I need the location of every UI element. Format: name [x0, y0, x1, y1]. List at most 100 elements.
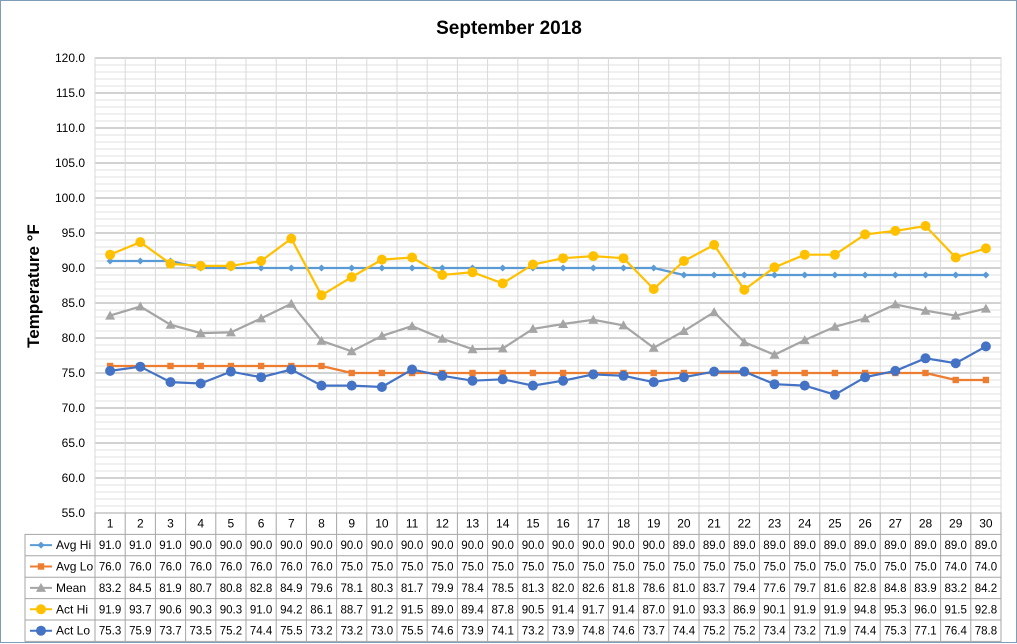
data-label: 90.0 — [612, 540, 634, 552]
data-label: 90.3 — [220, 604, 242, 616]
y-tick-label: 105.0 — [55, 156, 85, 170]
data-label: 90.0 — [341, 540, 363, 552]
data-point — [437, 333, 448, 343]
data-point — [316, 380, 327, 391]
data-point — [318, 264, 325, 272]
data-label: 91.0 — [250, 604, 272, 616]
data-point — [135, 301, 146, 311]
data-point — [437, 270, 448, 280]
data-label: 74.0 — [945, 562, 967, 574]
data-label: 75.0 — [794, 562, 816, 574]
data-label: 84.2 — [975, 583, 997, 595]
x-category-label: 15 — [526, 517, 540, 531]
data-label: 90.0 — [220, 540, 242, 552]
data-point — [348, 369, 355, 377]
data-label: 91.9 — [99, 604, 121, 616]
data-label: 75.0 — [522, 562, 544, 574]
data-label: 90.0 — [190, 540, 212, 552]
data-label: 90.6 — [159, 604, 181, 616]
data-point — [678, 372, 689, 383]
x-category-label: 3 — [167, 517, 174, 531]
data-label: 82.6 — [582, 583, 604, 595]
series-line — [109, 302, 987, 357]
data-point — [316, 290, 327, 301]
data-point — [860, 229, 871, 240]
data-point — [408, 264, 416, 272]
data-label: 90.0 — [401, 540, 423, 552]
data-label: 76.0 — [220, 562, 242, 574]
data-label: 92.8 — [975, 604, 997, 616]
data-label: 90.3 — [190, 604, 212, 616]
data-point — [559, 264, 567, 272]
legend-series-name: Avg Hi — [56, 538, 91, 552]
data-label: 94.2 — [280, 604, 302, 616]
data-label: 75.0 — [914, 562, 936, 574]
data-label: 93.7 — [129, 604, 151, 616]
data-label: 91.0 — [99, 540, 121, 552]
data-label: 73.9 — [461, 626, 483, 638]
data-point — [589, 264, 597, 272]
data-label: 73.7 — [643, 626, 665, 638]
data-label: 74.4 — [250, 626, 273, 638]
x-category-label: 9 — [348, 517, 355, 531]
data-label: 78.5 — [492, 583, 514, 595]
data-label: 89.0 — [733, 540, 755, 552]
data-point — [648, 284, 659, 294]
data-point — [225, 260, 236, 271]
data-point — [105, 365, 116, 376]
data-point — [709, 239, 720, 250]
data-point — [527, 380, 538, 391]
data-point — [952, 376, 959, 384]
data-point — [831, 369, 839, 377]
data-label: 76.0 — [190, 562, 212, 574]
data-label: 89.0 — [703, 540, 725, 552]
data-point — [135, 361, 146, 372]
series-lines — [105, 221, 991, 400]
data-point — [346, 346, 357, 356]
data-point — [467, 375, 478, 386]
data-point — [256, 313, 267, 323]
data-point — [527, 323, 538, 333]
data-point — [286, 298, 297, 308]
x-category-label: 11 — [406, 517, 419, 531]
x-category-label: 29 — [949, 517, 963, 531]
x-category-label: 5 — [228, 517, 235, 531]
data-label: 76.0 — [129, 562, 151, 574]
data-label: 91.5 — [945, 604, 967, 616]
series-mean — [105, 298, 991, 359]
data-label: 75.0 — [643, 562, 665, 574]
data-point — [195, 328, 206, 338]
x-category-label: 10 — [375, 517, 389, 531]
data-label: 76.0 — [310, 562, 332, 574]
data-label: 81.9 — [159, 583, 181, 595]
data-label: 89.0 — [431, 604, 453, 616]
data-label: 86.9 — [733, 604, 755, 616]
data-label: 71.9 — [824, 626, 846, 638]
data-label: 75.0 — [552, 562, 574, 574]
data-point — [709, 366, 720, 377]
data-point — [407, 321, 418, 331]
data-point — [618, 370, 629, 381]
data-label: 83.2 — [945, 583, 967, 595]
data-label: 76.4 — [945, 626, 968, 638]
data-label: 91.0 — [673, 604, 695, 616]
data-point — [558, 319, 569, 328]
data-label: 75.9 — [129, 626, 151, 638]
data-point — [407, 252, 418, 263]
data-point — [980, 243, 991, 254]
y-tick-label: 70.0 — [62, 401, 86, 415]
data-label: 75.0 — [824, 562, 846, 574]
data-label: 75.5 — [401, 626, 423, 638]
data-label: 73.2 — [794, 626, 816, 638]
data-point — [499, 369, 506, 377]
data-point — [497, 374, 508, 385]
y-tick-label: 85.0 — [62, 296, 86, 310]
legend-series-name: Act Lo — [56, 624, 90, 638]
data-label: 90.0 — [280, 540, 302, 552]
data-point — [980, 303, 991, 313]
data-point — [438, 264, 446, 272]
data-point — [922, 369, 929, 377]
data-point — [497, 343, 508, 353]
x-category-label: 7 — [288, 517, 295, 531]
